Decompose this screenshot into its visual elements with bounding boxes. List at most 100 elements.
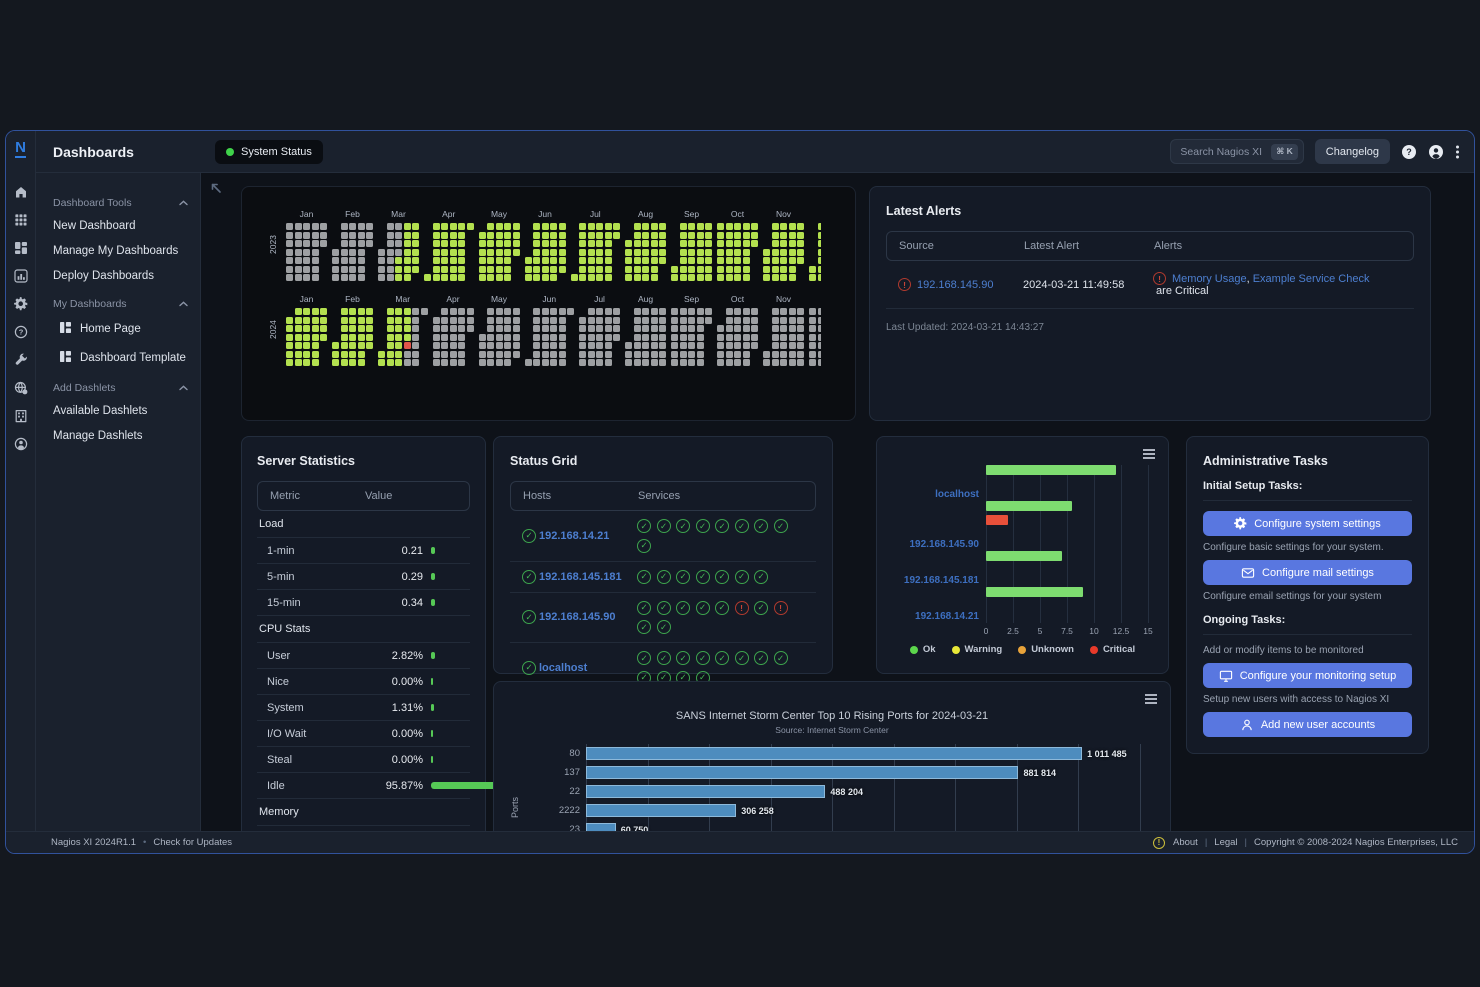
calendar-day-cell[interactable] [441,342,448,349]
calendar-day-cell[interactable] [550,351,557,358]
calendar-day-cell[interactable] [441,240,448,247]
calendar-day-cell[interactable] [320,308,327,315]
alert-source-link[interactable]: 192.168.145.90 [917,279,993,291]
calendar-day-cell[interactable] [358,232,365,239]
calendar-day-cell[interactable] [504,351,511,358]
calendar-day-cell[interactable] [504,325,511,332]
service-ok-icon[interactable]: ✓ [696,601,710,615]
calendar-day-cell[interactable] [625,351,632,358]
calendar-day-cell[interactable] [542,274,549,281]
service-ok-icon[interactable]: ✓ [637,570,651,584]
calendar-day-cell[interactable] [680,240,687,247]
calendar-day-cell[interactable] [789,223,796,230]
calendar-day-cell[interactable] [772,232,779,239]
calendar-day-cell[interactable] [680,342,687,349]
calendar-day-cell[interactable] [579,249,586,256]
calendar-day-cell[interactable] [395,359,402,366]
calendar-day-cell[interactable] [387,274,394,281]
calendar-day-cell[interactable] [433,359,440,366]
service-ok-icon[interactable]: ✓ [735,570,749,584]
calendar-day-cell[interactable] [395,334,402,341]
calendar-day-cell[interactable] [588,274,595,281]
calendar-day-cell[interactable] [751,334,758,341]
calendar-day-cell[interactable] [579,232,586,239]
calendar-day-cell[interactable] [550,334,557,341]
calendar-day-cell[interactable] [717,232,724,239]
calendar-day-cell[interactable] [688,266,695,273]
calendar-day-cell[interactable] [441,274,448,281]
notice-warning-icon[interactable]: ! [1153,837,1165,849]
calendar-day-cell[interactable] [387,359,394,366]
calendar-day-cell[interactable] [341,266,348,273]
calendar-day-cell[interactable] [395,351,402,358]
calendar-day-cell[interactable] [588,257,595,264]
calendar-day-cell[interactable] [605,274,612,281]
kebab-menu-icon[interactable] [1455,144,1460,160]
calendar-day-cell[interactable] [404,266,411,273]
calendar-day-cell[interactable] [450,342,457,349]
calendar-day-cell[interactable] [496,223,503,230]
calendar-day-cell[interactable] [496,317,503,324]
calendar-day-cell[interactable] [458,351,465,358]
calendar-day-cell[interactable] [680,266,687,273]
calendar-day-cell[interactable] [441,334,448,341]
calendar-day-cell[interactable] [542,334,549,341]
calendar-day-cell[interactable] [651,257,658,264]
calendar-day-cell[interactable] [341,325,348,332]
calendar-day-cell[interactable] [596,240,603,247]
calendar-day-cell[interactable] [542,257,549,264]
host-link[interactable]: localhost [539,662,587,674]
changelog-button[interactable]: Changelog [1315,139,1390,164]
about-link[interactable]: About [1173,837,1198,848]
sidebar-section-header[interactable]: Add Dashlets [53,382,188,394]
calendar-day-cell[interactable] [504,223,511,230]
service-ok-icon[interactable]: ✓ [676,601,690,615]
calendar-day-cell[interactable] [596,317,603,324]
calendar-day-cell[interactable] [358,317,365,324]
calendar-day-cell[interactable] [743,257,750,264]
calendar-day-cell[interactable] [726,274,733,281]
calendar-day-cell[interactable] [395,266,402,273]
calendar-day-cell[interactable] [743,274,750,281]
port-count-bar[interactable] [586,785,825,798]
service-ok-icon[interactable]: ✓ [522,570,536,584]
calendar-day-cell[interactable] [303,274,310,281]
calendar-day-cell[interactable] [651,334,658,341]
calendar-day-cell[interactable] [441,232,448,239]
calendar-day-cell[interactable] [496,274,503,281]
calendar-day-cell[interactable] [818,359,822,366]
calendar-day-cell[interactable] [496,334,503,341]
calendar-day-cell[interactable] [303,317,310,324]
calendar-day-cell[interactable] [588,308,595,315]
admin-task-button[interactable]: Add new user accounts [1203,712,1412,737]
calendar-day-cell[interactable] [533,342,540,349]
calendar-day-cell[interactable] [780,232,787,239]
calendar-day-cell[interactable] [487,257,494,264]
calendar-day-cell[interactable] [818,308,822,315]
calendar-day-cell[interactable] [726,351,733,358]
calendar-day-cell[interactable] [358,257,365,264]
calendar-day-cell[interactable] [295,274,302,281]
calendar-day-cell[interactable] [688,308,695,315]
chart-menu-icon[interactable] [1144,692,1158,710]
calendar-day-cell[interactable] [487,334,494,341]
calendar-day-cell[interactable] [286,325,293,332]
service-ok-icon[interactable]: ✓ [657,601,671,615]
calendar-day-cell[interactable] [458,232,465,239]
calendar-day-cell[interactable] [358,351,365,358]
calendar-day-cell[interactable] [378,257,385,264]
calendar-day-cell[interactable] [680,351,687,358]
incident-globe-icon[interactable] [8,374,34,402]
calendar-day-cell[interactable] [542,266,549,273]
calendar-day-cell[interactable] [542,249,549,256]
calendar-day-cell[interactable] [441,223,448,230]
calendar-day-cell[interactable] [734,249,741,256]
calendar-day-cell[interactable] [441,359,448,366]
host-link[interactable]: 192.168.145.90 [539,611,615,623]
calendar-day-cell[interactable] [358,266,365,273]
calendar-day-cell[interactable] [341,334,348,341]
calendar-day-cell[interactable] [433,342,440,349]
search-box[interactable]: ⌘ K [1170,139,1303,164]
calendar-day-cell[interactable] [404,342,411,349]
calendar-day-cell[interactable] [504,249,511,256]
